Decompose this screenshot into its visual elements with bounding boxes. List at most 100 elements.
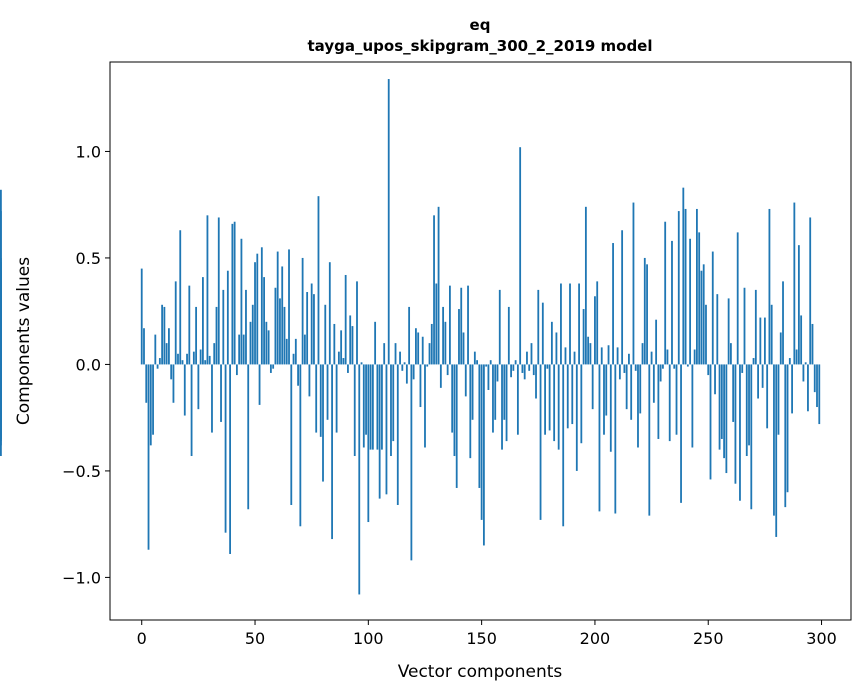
bar-131 (437, 206, 440, 365)
bar-284 (784, 364, 787, 508)
bar-80 (322, 364, 324, 482)
bar-281 (777, 364, 780, 435)
bar-247 (700, 270, 703, 365)
bar-28 (204, 360, 207, 365)
bar-132 (439, 364, 442, 388)
bar-210 (616, 347, 619, 365)
bar-116 (403, 362, 406, 365)
bar-52 (258, 364, 261, 405)
bar-290 (797, 245, 800, 365)
bar-194 (580, 364, 583, 444)
bar-295 (809, 217, 812, 365)
bar-292 (802, 364, 805, 382)
bar-267 (745, 364, 748, 457)
bar-280 (775, 364, 778, 537)
bar-106 (381, 364, 383, 450)
bar-240 (684, 208, 687, 365)
bar-260 (729, 343, 732, 365)
x-tick-label: 0 (137, 629, 147, 648)
bar-50 (254, 262, 256, 365)
bar-291 (800, 315, 803, 365)
bar-261 (732, 364, 735, 422)
bar-37 (224, 364, 227, 533)
bar-297 (813, 364, 816, 393)
bar-24 (195, 306, 198, 365)
bar-103 (374, 321, 377, 365)
bar-98 (362, 364, 365, 448)
bar-150 (480, 364, 483, 520)
bar-161 (505, 364, 508, 442)
bar-146 (471, 364, 474, 420)
bar-78 (317, 196, 320, 365)
chart-subtitle: tayga_upos_skipgram_300_2_2019 model (308, 37, 653, 55)
bar-270 (752, 358, 755, 365)
bar-118 (408, 306, 411, 365)
bar-208 (612, 243, 614, 365)
bar-152 (485, 364, 488, 367)
bar-99 (365, 364, 367, 435)
bar-26 (199, 349, 202, 365)
bar-171 (528, 364, 531, 371)
bar-273 (759, 317, 762, 365)
bar-15 (174, 281, 177, 365)
bar-244 (693, 349, 696, 365)
bar-268 (748, 364, 750, 446)
bar-113 (396, 364, 399, 505)
bar-40 (231, 223, 234, 365)
bar-20 (186, 353, 188, 365)
bar-128 (430, 323, 433, 365)
bar-191 (573, 351, 576, 365)
bar-105 (378, 364, 381, 499)
bar-173 (532, 364, 535, 376)
bar-229 (659, 364, 662, 382)
bar-175 (537, 289, 540, 365)
bar-198 (589, 343, 592, 365)
bar-18 (181, 360, 184, 365)
x-tick-label: 300 (806, 629, 837, 648)
bar-56 (267, 330, 270, 365)
bar-288 (793, 202, 796, 365)
bar-158 (498, 289, 501, 365)
bar-111 (392, 364, 395, 442)
bar-222 (643, 257, 646, 365)
bar-5 (152, 364, 154, 435)
bar-256 (720, 364, 723, 439)
bar-2 (145, 364, 148, 403)
bar-287 (791, 364, 793, 414)
bar-221 (641, 343, 644, 365)
bar-42 (235, 364, 238, 376)
bar-62 (281, 266, 284, 365)
bar-251 (709, 364, 712, 480)
bar-201 (596, 281, 599, 365)
bar-217 (632, 202, 635, 365)
bar-126 (426, 364, 429, 367)
bar-29 (206, 215, 209, 365)
bar-219 (637, 364, 639, 448)
bar-48 (249, 321, 252, 365)
bar-272 (757, 364, 759, 399)
bar-211 (618, 364, 621, 380)
bar-36 (222, 289, 225, 365)
bar-186 (562, 364, 565, 527)
bar-275 (763, 317, 766, 365)
bar-181 (550, 321, 553, 365)
bar-144 (467, 285, 469, 365)
bar-121 (415, 328, 417, 365)
bar-12 (168, 328, 170, 365)
bar-75 (310, 283, 313, 365)
bar-46 (245, 289, 247, 365)
bar-237 (677, 211, 680, 365)
bar-67 (292, 353, 295, 365)
y-tick-label: 1.0 (76, 142, 101, 161)
bar-70 (299, 364, 302, 527)
bar-157 (496, 364, 499, 382)
bar-22 (190, 364, 193, 457)
bar-21 (188, 285, 191, 365)
bar-74 (308, 364, 311, 397)
bar-83 (328, 262, 331, 365)
bar-266 (743, 287, 746, 365)
bar-79 (319, 364, 322, 437)
bar-45 (242, 334, 245, 365)
bar-252 (711, 251, 714, 365)
